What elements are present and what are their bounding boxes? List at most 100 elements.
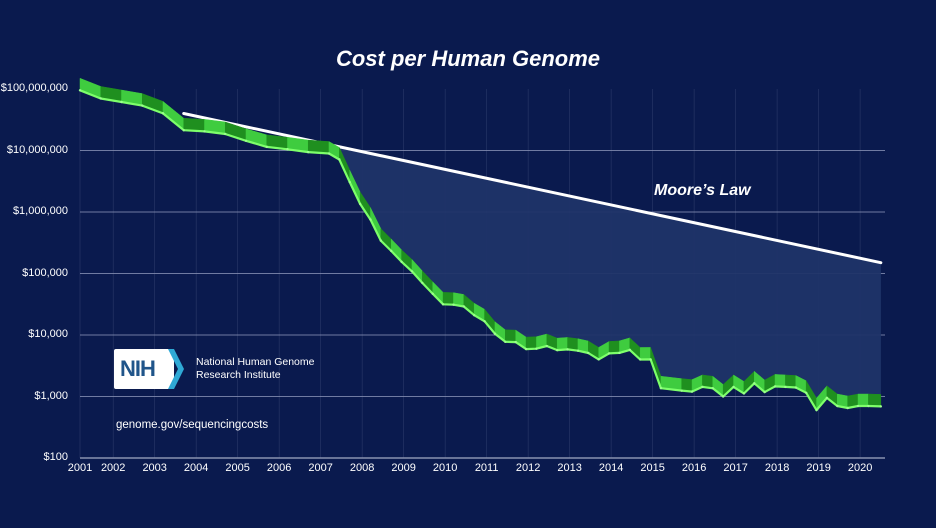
data-point xyxy=(836,404,839,408)
data-point xyxy=(742,392,746,395)
data-point xyxy=(721,395,725,398)
data-point xyxy=(338,158,341,161)
gap-fill-area xyxy=(326,141,881,399)
data-point xyxy=(493,332,497,335)
data-point xyxy=(846,406,849,410)
data-point xyxy=(566,348,569,351)
data-point xyxy=(753,382,756,385)
moores-law-label: Moore’s Law xyxy=(654,182,751,199)
data-point xyxy=(804,391,808,394)
x-tick-label: 2005 xyxy=(225,462,250,474)
data-point xyxy=(545,344,549,348)
data-point xyxy=(400,260,403,264)
data-point xyxy=(431,292,434,295)
y-tick-label: $1,000 xyxy=(34,389,68,402)
data-point xyxy=(441,303,445,306)
x-tick-label: 2002 xyxy=(100,462,126,474)
data-point xyxy=(78,89,82,92)
y-tick-label: $100,000 xyxy=(22,266,68,279)
x-tick-label: 2020 xyxy=(847,462,873,474)
data-point xyxy=(555,348,559,352)
data-point xyxy=(607,352,611,355)
data-point xyxy=(224,132,227,136)
series-segment xyxy=(868,393,882,407)
x-tick-label: 2016 xyxy=(681,462,707,474)
data-point xyxy=(265,145,268,149)
data-point xyxy=(638,358,642,361)
genome-cost-series xyxy=(78,77,883,412)
moores-law-line xyxy=(182,111,883,265)
series-segment xyxy=(857,393,869,407)
x-tick-label: 2011 xyxy=(474,462,499,474)
data-point xyxy=(649,358,652,361)
data-point xyxy=(690,390,694,393)
data-point xyxy=(161,112,165,115)
data-point xyxy=(680,389,683,392)
chart-title: Cost per Human Genome xyxy=(335,46,601,71)
data-point xyxy=(825,396,829,400)
nih-logo: NIH National Human Genome Research Insti… xyxy=(114,347,314,391)
data-point xyxy=(524,347,528,351)
data-point xyxy=(182,129,185,132)
data-point xyxy=(784,385,787,389)
data-point xyxy=(763,390,766,394)
x-tick-label: 2013 xyxy=(557,462,582,474)
series-segment xyxy=(442,292,454,305)
data-point xyxy=(504,340,507,344)
data-point xyxy=(473,314,476,317)
data-point xyxy=(369,218,372,221)
data-point xyxy=(379,239,383,242)
chevron-right-icon xyxy=(168,349,184,389)
data-point xyxy=(462,305,466,308)
data-point xyxy=(794,386,797,389)
y-tick-label: $100,000,000 xyxy=(0,82,68,94)
nih-logo-mark: NIH xyxy=(114,349,184,389)
y-tick-label: $10,000 xyxy=(28,328,68,340)
data-point xyxy=(701,385,704,389)
x-tick-label: 2001 xyxy=(67,462,93,474)
x-tick-label: 2003 xyxy=(142,462,167,474)
data-point xyxy=(390,249,393,253)
gap-fill-shape xyxy=(326,141,881,399)
data-point xyxy=(141,104,144,107)
data-point xyxy=(618,351,621,355)
data-point xyxy=(576,349,580,352)
data-point xyxy=(773,385,777,388)
y-tick-label: $1,000,000 xyxy=(12,205,68,217)
data-point xyxy=(587,351,590,355)
series-segment xyxy=(505,329,516,343)
data-point xyxy=(410,270,414,273)
institute-name: National Human Genome Research Institute xyxy=(196,356,314,382)
data-point xyxy=(348,180,351,184)
data-point xyxy=(732,385,735,389)
x-tick-label: 2017 xyxy=(723,462,748,474)
series-segment xyxy=(525,336,537,350)
x-tick-label: 2019 xyxy=(806,462,831,474)
x-tick-label: 2018 xyxy=(764,462,790,474)
data-point xyxy=(421,281,424,285)
data-point xyxy=(307,150,310,154)
institute-name-line1: National Human Genome xyxy=(196,356,315,368)
series-segment xyxy=(608,340,620,354)
data-point xyxy=(815,408,818,412)
y-tick-label: $100 xyxy=(43,451,68,463)
x-tick-label: 2015 xyxy=(640,462,665,474)
x-tick-label: 2010 xyxy=(432,462,458,474)
data-point xyxy=(452,303,455,306)
data-point xyxy=(514,340,517,344)
data-point xyxy=(856,404,860,408)
series-segment xyxy=(774,374,786,388)
data-point xyxy=(99,97,102,100)
series-segment xyxy=(785,374,797,388)
x-tick-label: 2012 xyxy=(515,462,541,474)
nih-logo-text: NIH xyxy=(120,356,156,381)
data-point xyxy=(286,148,289,151)
data-point xyxy=(327,152,331,155)
y-tick-label: $10,000,000 xyxy=(6,143,68,156)
data-point xyxy=(597,358,600,361)
x-tick-label: 2008 xyxy=(349,462,375,474)
x-tick-label: 2006 xyxy=(266,462,292,474)
x-tick-label: 2014 xyxy=(598,462,624,474)
data-point xyxy=(358,202,362,206)
